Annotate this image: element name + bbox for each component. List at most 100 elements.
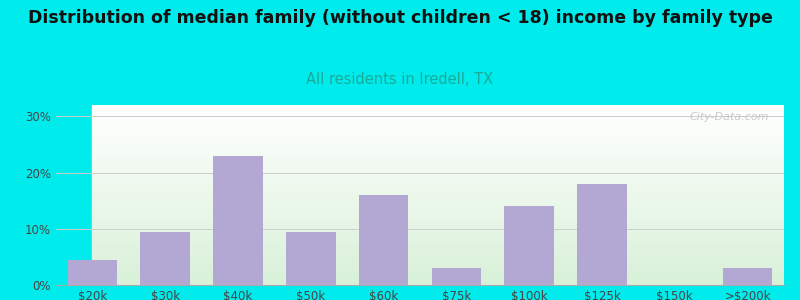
Bar — [93, 159, 800, 160]
Bar — [93, 216, 800, 217]
Bar — [93, 196, 800, 197]
Bar — [93, 153, 800, 154]
Bar — [93, 223, 800, 224]
Bar — [93, 132, 800, 133]
Text: All residents in Iredell, TX: All residents in Iredell, TX — [306, 72, 494, 87]
Bar — [93, 248, 800, 249]
Bar — [93, 264, 800, 265]
Bar — [505, 206, 554, 285]
Bar — [93, 116, 800, 117]
Text: City-Data.com: City-Data.com — [690, 112, 770, 122]
Bar — [93, 214, 800, 215]
Bar — [93, 145, 800, 146]
Bar — [93, 238, 800, 239]
Bar — [93, 146, 800, 147]
Bar — [93, 122, 800, 123]
Bar — [93, 278, 800, 279]
Bar — [93, 110, 800, 111]
Bar — [93, 192, 800, 193]
Bar — [93, 247, 800, 248]
Bar — [93, 171, 800, 172]
Bar — [93, 212, 800, 213]
Bar — [93, 111, 800, 112]
Bar — [93, 213, 800, 214]
Bar — [93, 149, 800, 150]
Bar — [93, 124, 800, 125]
Bar — [93, 135, 800, 136]
Bar — [93, 210, 800, 211]
Bar — [93, 245, 800, 246]
Bar — [93, 194, 800, 195]
Bar — [93, 164, 800, 165]
Bar — [432, 268, 481, 285]
Bar — [93, 283, 800, 284]
Bar — [93, 142, 800, 143]
Bar — [93, 131, 800, 132]
Bar — [93, 281, 800, 282]
Bar — [93, 232, 800, 233]
Text: Distribution of median family (without children < 18) income by family type: Distribution of median family (without c… — [27, 9, 773, 27]
Bar — [93, 249, 800, 250]
Bar — [93, 246, 800, 247]
Bar — [93, 162, 800, 163]
Bar — [93, 120, 800, 121]
Bar — [93, 284, 800, 285]
Bar — [93, 158, 800, 159]
Bar — [93, 277, 800, 278]
Bar — [93, 220, 800, 221]
Bar — [93, 133, 800, 134]
Bar — [93, 267, 800, 268]
Bar — [93, 157, 800, 158]
Bar — [93, 177, 800, 178]
Bar — [93, 119, 800, 120]
Bar — [93, 128, 800, 129]
Bar — [93, 253, 800, 254]
Bar — [93, 209, 800, 210]
Bar — [93, 256, 800, 257]
Bar — [93, 160, 800, 161]
Bar — [93, 257, 800, 258]
Bar — [93, 260, 800, 261]
Bar — [214, 156, 262, 285]
Bar — [93, 117, 800, 118]
Bar — [723, 268, 772, 285]
Bar — [68, 260, 117, 285]
Bar — [93, 193, 800, 194]
Bar — [93, 118, 800, 119]
Bar — [93, 167, 800, 168]
Bar — [93, 229, 800, 230]
Bar — [93, 137, 800, 138]
Bar — [93, 222, 800, 223]
Bar — [93, 217, 800, 218]
Bar — [93, 215, 800, 216]
Bar — [93, 184, 800, 185]
Bar — [93, 270, 800, 271]
Bar — [93, 106, 800, 107]
Bar — [93, 123, 800, 124]
Bar — [93, 235, 800, 236]
Bar — [93, 208, 800, 209]
Bar — [93, 250, 800, 251]
Bar — [93, 191, 800, 192]
Bar — [93, 150, 800, 151]
Bar — [93, 155, 800, 156]
Bar — [93, 199, 800, 200]
Bar — [93, 112, 800, 113]
Bar — [93, 182, 800, 183]
Bar — [578, 184, 626, 285]
Bar — [286, 232, 335, 285]
Bar — [93, 262, 800, 263]
Bar — [93, 179, 800, 180]
Bar — [93, 183, 800, 184]
Bar — [93, 108, 800, 109]
Bar — [93, 166, 800, 167]
Bar — [93, 228, 800, 229]
Bar — [93, 221, 800, 222]
Bar — [93, 168, 800, 169]
Bar — [93, 252, 800, 253]
Bar — [93, 141, 800, 142]
Bar — [93, 126, 800, 127]
Bar — [93, 272, 800, 273]
Bar — [93, 165, 800, 166]
Bar — [93, 225, 800, 226]
